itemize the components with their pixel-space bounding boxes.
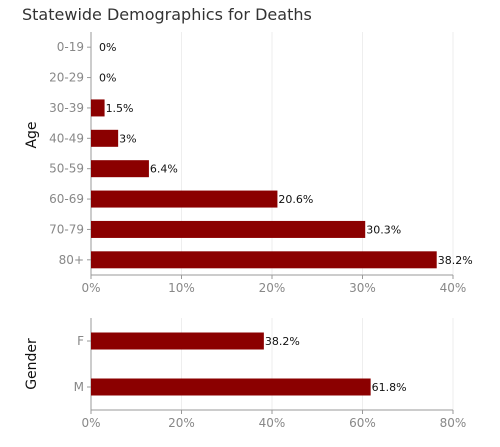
age-bar <box>91 129 119 147</box>
age-category-label: 70-79 <box>49 222 84 236</box>
gender-x-tick-label: 80% <box>440 416 467 430</box>
age-category-label: 0-19 <box>57 40 84 54</box>
age-axis-title: Age <box>24 121 40 148</box>
age-bar <box>91 160 149 178</box>
gender-bar <box>91 378 371 396</box>
age-category-label: 50-59 <box>49 162 84 176</box>
age-category-label: 60-69 <box>49 192 84 206</box>
gender-data-label: 61.8% <box>372 381 407 394</box>
gender-axis-title: Gender <box>24 338 40 390</box>
age-category-label: 80+ <box>59 253 84 267</box>
age-data-label: 6.4% <box>150 163 178 176</box>
gender-data-label: 38.2% <box>265 335 300 348</box>
chart-title: Statewide Demographics for Deaths <box>22 5 312 24</box>
age-data-label: 3% <box>119 132 136 145</box>
age-data-label: 1.5% <box>106 102 134 115</box>
age-bar <box>91 190 278 208</box>
age-data-label: 0% <box>99 41 116 54</box>
age-category-label: 40-49 <box>49 131 84 145</box>
age-bar <box>91 220 366 238</box>
gender-x-tick-label: 20% <box>168 416 195 430</box>
gender-x-tick-label: 40% <box>259 416 286 430</box>
gender-bar <box>91 332 264 350</box>
age-category-label: 20-29 <box>49 71 84 85</box>
gender-x-tick-label: 0% <box>81 416 100 430</box>
gender-x-tick-label: 60% <box>349 416 376 430</box>
age-x-tick-label: 20% <box>259 281 286 295</box>
age-bar <box>91 99 105 117</box>
gender-category-label: M <box>74 380 84 394</box>
age-bar <box>91 251 437 269</box>
gender-category-label: F <box>77 334 84 348</box>
age-data-label: 20.6% <box>278 193 313 206</box>
age-x-tick-label: 40% <box>440 281 467 295</box>
age-data-label: 0% <box>99 72 116 85</box>
age-x-tick-label: 10% <box>168 281 195 295</box>
age-category-label: 30-39 <box>49 101 84 115</box>
age-x-tick-label: 30% <box>349 281 376 295</box>
age-data-label: 38.2% <box>438 254 473 267</box>
age-data-label: 30.3% <box>366 223 401 236</box>
age-x-tick-label: 0% <box>81 281 100 295</box>
